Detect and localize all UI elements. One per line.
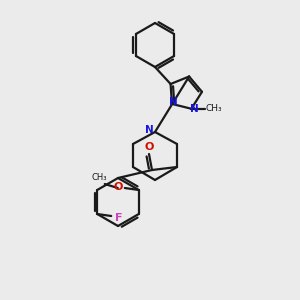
Text: CH₃: CH₃ <box>205 104 222 113</box>
Text: N: N <box>145 125 153 135</box>
Text: F: F <box>116 213 123 223</box>
Text: N: N <box>169 97 177 107</box>
Text: O: O <box>144 142 154 152</box>
Text: N: N <box>190 104 199 114</box>
Text: CH₃: CH₃ <box>91 173 106 182</box>
Text: O: O <box>113 182 122 192</box>
